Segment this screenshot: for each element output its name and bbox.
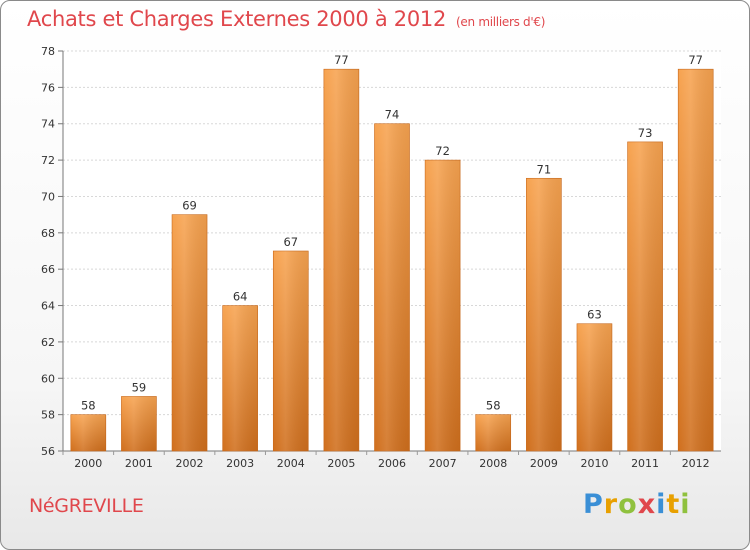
data-label: 58 [81,399,96,413]
y-tick-label: 68 [41,227,55,240]
bar-shine [678,69,714,451]
data-label: 69 [182,199,197,213]
city-name: NéGREVILLE [29,495,144,517]
x-tick-label: 2006 [378,457,406,470]
bars [70,68,714,452]
data-label: 73 [638,126,653,140]
bar-shine [374,123,410,452]
x-tick-label: 2003 [226,457,254,470]
bar-shine [475,414,511,451]
y-tick-label: 64 [41,300,55,313]
bar-shine [323,69,359,451]
logo-letter: i [680,489,691,520]
proxiti-logo: Proxiti [583,489,691,520]
y-tick-label: 72 [41,154,55,167]
y-tick-label: 76 [41,81,55,94]
logo-letter: P [583,489,604,520]
bar-shine [425,160,461,451]
bar-shine [627,141,663,451]
logo-letter: i [656,489,667,520]
data-label: 77 [688,53,703,67]
y-tick-label: 66 [41,263,55,276]
labels: 56 58 60 62 64 66 68 70 72 74 76 78 58 2000 59 2001 69 20… [41,45,710,470]
data-label: 77 [334,53,349,67]
bar-shine [273,251,309,451]
bar-shine [121,396,157,451]
bar-shine [70,414,106,451]
logo-letter: r [603,489,619,520]
x-tick-label: 2009 [530,457,558,470]
bar-shine [222,305,258,451]
y-tick-label: 74 [41,118,55,131]
x-tick-label: 2005 [327,457,355,470]
x-tick-label: 2002 [176,457,204,470]
y-tick-label: 70 [41,190,55,203]
data-label: 58 [486,399,501,413]
x-tick-label: 2008 [479,457,507,470]
data-label: 63 [587,308,602,322]
x-tick-label: 2004 [277,457,305,470]
bar-shine [172,214,208,451]
data-label: 72 [435,144,450,158]
data-label: 64 [233,290,248,304]
bar-shine [526,178,562,452]
x-tick-label: 2007 [429,457,457,470]
y-tick-label: 56 [41,445,55,458]
chart-title: Achats et Charges Externes 2000 à 2012 (e… [27,7,545,31]
y-tick-label: 78 [41,45,55,58]
y-tick-label: 62 [41,336,55,349]
logo-letter: t [666,489,681,520]
x-tick-label: 2000 [74,457,102,470]
x-tick-label: 2001 [125,457,153,470]
data-label: 71 [537,162,552,176]
x-tick-label: 2012 [682,457,710,470]
chart-subtitle: (en milliers d'€) [456,15,546,29]
data-label: 59 [132,380,147,394]
data-label: 67 [283,235,298,249]
bar-shine [576,323,612,451]
y-tick-label: 60 [41,372,55,385]
chart-title-text: Achats et Charges Externes 2000 à 2012 [27,7,447,31]
x-tick-label: 2011 [631,457,659,470]
logo-letter: o [618,489,638,520]
logo-letter: x [637,489,657,520]
data-label: 74 [385,108,400,122]
y-tick-label: 58 [41,409,55,422]
x-tick-label: 2010 [580,457,608,470]
